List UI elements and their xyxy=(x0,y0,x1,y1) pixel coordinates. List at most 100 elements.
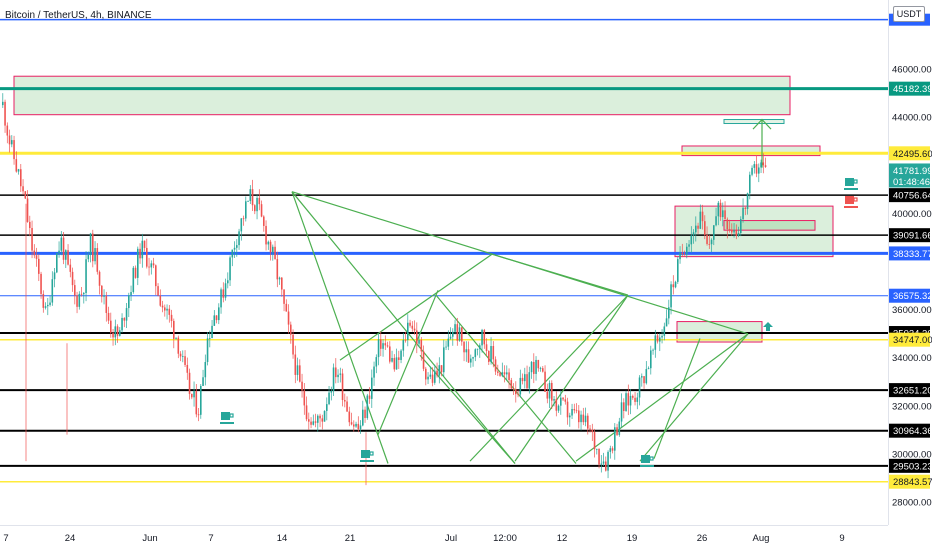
candle-body xyxy=(6,125,9,136)
candle-body xyxy=(449,336,452,339)
candle-body xyxy=(494,359,497,372)
candle-body xyxy=(123,317,126,321)
candle-body xyxy=(717,202,720,217)
candle-body xyxy=(596,448,598,450)
candle-body xyxy=(584,415,587,423)
cup-body xyxy=(845,196,854,204)
candle-body xyxy=(629,395,632,406)
candle-body xyxy=(69,264,72,272)
y-axis-tick-label: 30000.00 xyxy=(892,449,932,460)
candle-body xyxy=(389,346,391,362)
candle-body xyxy=(506,372,508,375)
candle-body xyxy=(413,328,416,331)
candle-body xyxy=(688,244,690,247)
trend-line xyxy=(419,354,516,464)
candle-body xyxy=(647,368,650,370)
candle-body xyxy=(191,393,193,398)
cup-saucer xyxy=(220,422,234,424)
candle-body xyxy=(276,259,279,280)
candle-body xyxy=(240,218,243,232)
candle-body xyxy=(566,401,569,418)
candle-body xyxy=(76,295,78,307)
candle-body xyxy=(236,245,238,248)
candle-body xyxy=(2,101,4,106)
candle-body xyxy=(544,371,546,392)
candle-body xyxy=(251,189,254,206)
candle-body xyxy=(589,428,591,430)
candle-body xyxy=(452,331,454,337)
candle-body xyxy=(303,390,306,406)
candle-body xyxy=(571,408,573,416)
candle-body xyxy=(200,385,202,415)
candle-body xyxy=(265,225,267,245)
candle-body xyxy=(560,397,562,406)
candle-body xyxy=(51,279,54,303)
candle-body xyxy=(573,408,576,411)
candle-body xyxy=(296,365,299,375)
target-box xyxy=(723,119,785,125)
candle-body xyxy=(339,373,342,375)
candle-body xyxy=(470,358,472,363)
candle-body xyxy=(71,271,74,286)
candle-body xyxy=(463,341,465,353)
green-cup-icon xyxy=(844,178,858,190)
zone-box xyxy=(681,145,821,157)
y-axis-tick-label: 46000.00 xyxy=(892,65,932,76)
candle-body xyxy=(112,332,114,338)
candle-body xyxy=(512,388,515,390)
candle-body xyxy=(443,347,445,373)
candle-body xyxy=(24,191,27,199)
candle-body xyxy=(375,357,378,367)
candle-body xyxy=(663,326,666,336)
x-axis-tick-label: 12:00 xyxy=(493,533,517,544)
candle-body xyxy=(193,391,195,398)
cup-handle xyxy=(853,179,858,184)
candle-body xyxy=(391,357,393,362)
candle-body xyxy=(326,404,328,411)
candle-body xyxy=(652,349,654,351)
candle-body xyxy=(623,402,625,411)
level-price-label-bg xyxy=(889,246,930,261)
candle-body xyxy=(474,349,477,358)
level-price-label: 38333.77 xyxy=(893,249,932,260)
candle-body xyxy=(695,225,697,233)
countdown-label: 01:48:46 xyxy=(893,177,930,188)
candle-body xyxy=(692,232,695,236)
currency-selector[interactable]: USDT xyxy=(893,6,925,22)
level-price-label-bg xyxy=(889,146,930,161)
candle-body xyxy=(400,350,402,360)
candle-body xyxy=(330,391,333,393)
candle-body xyxy=(636,397,639,402)
candle-body xyxy=(130,292,132,296)
candle-body xyxy=(247,201,249,202)
trend-line xyxy=(291,191,516,464)
candle-body xyxy=(105,295,108,313)
cup-body xyxy=(221,412,230,420)
candle-body xyxy=(229,257,231,281)
candle-body xyxy=(206,338,209,362)
candle-body xyxy=(60,237,63,251)
candle-body xyxy=(143,240,146,248)
candle-body xyxy=(321,418,324,422)
candle-body xyxy=(269,241,272,253)
candle-body xyxy=(139,248,141,259)
trend-line xyxy=(491,253,629,296)
candle-body xyxy=(627,393,630,406)
candle-body xyxy=(137,248,139,278)
cup-saucer xyxy=(844,206,858,208)
candle-body xyxy=(602,461,605,464)
candle-body xyxy=(101,285,103,297)
x-axis-tick-label: 7 xyxy=(3,533,8,544)
green-cup-icon xyxy=(640,455,654,467)
candle-body xyxy=(562,397,564,400)
x-axis-tick-label: 14 xyxy=(277,533,288,544)
candle-body xyxy=(344,399,346,402)
cup-body xyxy=(361,450,370,458)
candle-body xyxy=(366,395,369,418)
candle-body xyxy=(638,377,641,398)
trend-line xyxy=(339,253,493,361)
candle-body xyxy=(8,135,11,145)
level-price-label: 34747.00 xyxy=(893,335,932,346)
